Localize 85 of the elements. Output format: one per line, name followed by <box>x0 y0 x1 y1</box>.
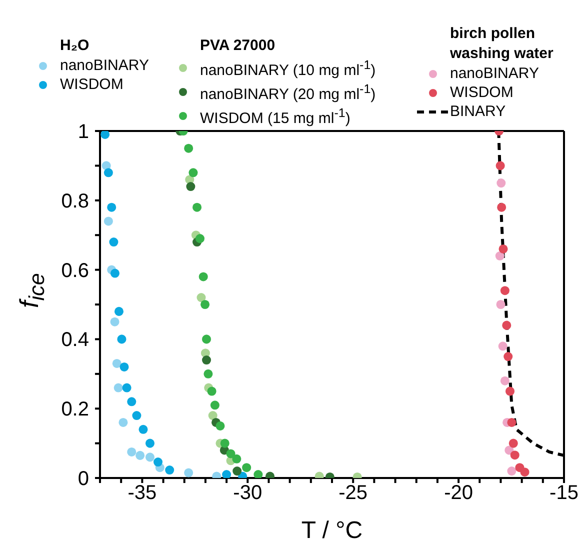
text: H₂O <box>60 37 90 54</box>
point <box>127 397 136 406</box>
point <box>114 383 123 392</box>
point <box>232 454 242 464</box>
x-axis-title: T / °C <box>301 517 363 544</box>
point <box>508 438 518 448</box>
point <box>186 182 196 192</box>
legend-label: WISDOM (15 mg ml$^{-1}$) <box>200 105 350 128</box>
point <box>254 470 263 478</box>
x-tick-label: -25 <box>338 482 368 504</box>
point <box>226 449 236 458</box>
point <box>220 438 230 448</box>
point <box>112 358 122 368</box>
point <box>496 300 506 310</box>
point <box>498 342 508 351</box>
point <box>145 438 154 448</box>
point <box>104 216 113 226</box>
point <box>222 470 232 478</box>
point <box>118 418 128 427</box>
point <box>136 450 145 460</box>
point <box>145 452 154 462</box>
x-tick-label: -35 <box>128 482 157 504</box>
legend-label: nanoBINARY (20 mg ml$^{-1}$) <box>200 81 376 104</box>
point <box>507 466 516 476</box>
legend-label: nanoBINARY <box>450 64 539 83</box>
point <box>188 168 198 178</box>
point <box>109 238 118 247</box>
x-tick-label: -30 <box>233 482 262 504</box>
point <box>107 202 116 212</box>
point <box>192 202 202 212</box>
legend-label: WISDOM <box>450 83 514 102</box>
point <box>207 386 216 396</box>
point <box>184 144 194 153</box>
point <box>232 466 242 476</box>
point <box>153 458 163 467</box>
point <box>195 234 204 244</box>
point <box>202 356 212 365</box>
legend-label: BINARY <box>450 102 506 121</box>
point <box>216 421 225 430</box>
point <box>120 362 129 372</box>
point <box>507 418 516 427</box>
point <box>138 424 148 434</box>
y-tick-label: 0.2 <box>61 398 89 421</box>
legend-label: nanoBINARY (10 mg ml$^{-1}$) <box>200 57 376 80</box>
point <box>117 334 126 344</box>
y-tick-label: 0.8 <box>61 190 89 212</box>
point <box>165 466 174 475</box>
point <box>500 376 510 386</box>
point <box>200 300 210 310</box>
point <box>184 468 194 478</box>
y-tick-label: 0.6 <box>61 260 89 282</box>
point <box>500 286 510 296</box>
point <box>114 306 124 316</box>
point <box>127 447 136 456</box>
y-tick-label: 0.4 <box>61 329 89 352</box>
point <box>520 468 530 477</box>
point <box>202 334 212 344</box>
point <box>198 272 208 282</box>
point <box>110 268 120 278</box>
point <box>498 244 508 254</box>
y-tick-label: 1 <box>78 121 89 143</box>
legend-label: nanoBINARY <box>60 56 149 75</box>
point <box>210 400 220 410</box>
point <box>196 293 206 302</box>
point <box>104 168 113 178</box>
x-tick-label: -20 <box>444 482 473 504</box>
point <box>496 161 505 170</box>
point <box>100 131 110 139</box>
y-tick-label: 0 <box>78 468 89 490</box>
point <box>497 202 506 212</box>
point <box>208 411 218 420</box>
legend-label: WISDOM <box>60 75 124 94</box>
point <box>110 317 120 326</box>
point <box>132 411 142 420</box>
point <box>510 450 520 460</box>
text: PVA 27000 <box>200 37 276 54</box>
point <box>502 320 512 330</box>
point <box>496 178 506 188</box>
x-tick-label: -15 <box>550 482 578 504</box>
point <box>122 383 132 392</box>
point <box>204 369 213 378</box>
point <box>505 386 515 396</box>
point <box>504 352 513 362</box>
point <box>495 251 504 260</box>
point <box>242 463 252 472</box>
